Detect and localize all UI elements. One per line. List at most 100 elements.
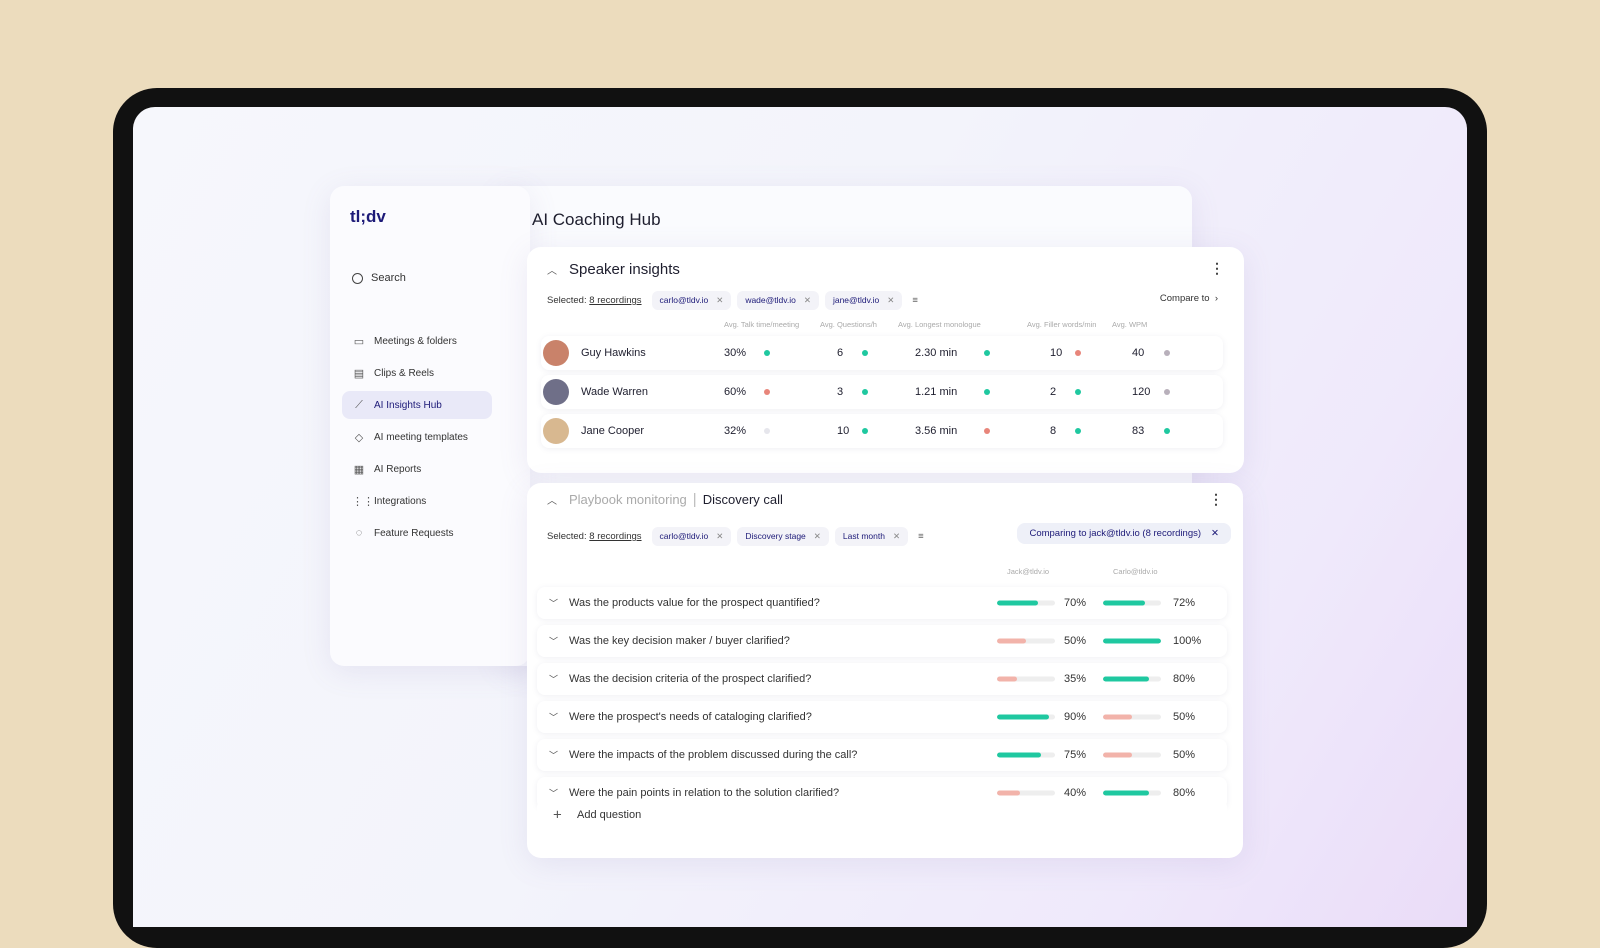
speaker-name: Wade Warren bbox=[581, 386, 649, 398]
sidebar-item-label: Feature Requests bbox=[374, 527, 454, 539]
chevron-down-icon[interactable]: ﹀ bbox=[549, 712, 559, 723]
speaker-name: Jane Cooper bbox=[581, 425, 644, 437]
sidebar-item[interactable]: ◇ AI meeting templates bbox=[342, 423, 492, 451]
metric-value: 2.30 min bbox=[915, 347, 958, 359]
column-header: Jack@tldv.io bbox=[1007, 567, 1050, 576]
table-row[interactable]: Jane Cooper 32% 10 3.56 min 8 83 bbox=[541, 414, 1223, 448]
progress-bar-carlo bbox=[1103, 676, 1161, 682]
question-text: Was the products value for the prospect … bbox=[569, 597, 820, 609]
status-dot bbox=[862, 350, 868, 356]
sidebar-item-label: Integrations bbox=[374, 495, 427, 507]
question-row[interactable]: ﹀ Was the key decision maker / buyer cla… bbox=[537, 625, 1227, 657]
chevron-up-icon[interactable]: ︿ bbox=[547, 266, 557, 277]
question-text: Were the impacts of the problem discusse… bbox=[569, 749, 858, 761]
speaker-insights-header[interactable]: ︿ Speaker insights bbox=[547, 261, 680, 278]
status-dot bbox=[764, 389, 770, 395]
table-row[interactable]: Guy Hawkins 30% 6 2.30 min 10 40 bbox=[541, 336, 1223, 370]
progress-bar-carlo bbox=[1103, 600, 1161, 606]
column-header: Avg. Questions/h bbox=[820, 320, 877, 329]
recordings-link[interactable]: 8 recordings bbox=[589, 295, 642, 306]
sidebar-item-label: AI Reports bbox=[374, 463, 422, 475]
table-row[interactable]: Wade Warren 60% 3 1.21 min 2 120 bbox=[541, 375, 1223, 409]
filter-chip[interactable]: jane@tldv.io ✕ bbox=[824, 291, 903, 310]
status-dot bbox=[984, 389, 990, 395]
separator: | bbox=[692, 491, 697, 508]
report-icon: ▦ bbox=[353, 463, 365, 476]
progress-bar-carlo bbox=[1103, 638, 1161, 644]
question-text: Was the key decision maker / buyer clari… bbox=[569, 635, 790, 647]
speaker-name: Guy Hawkins bbox=[581, 347, 646, 359]
sidebar-item[interactable]: ⟋ AI Insights Hub bbox=[342, 391, 492, 419]
speaker-filters: Selected: 8 recordings carlo@tldv.io ✕ wad… bbox=[547, 291, 918, 310]
metric-value: 6 bbox=[837, 347, 844, 359]
question-text: Was the decision criteria of the prospec… bbox=[569, 673, 812, 685]
metric-value: 30% bbox=[724, 347, 747, 359]
chevron-down-icon[interactable]: ﹀ bbox=[549, 598, 559, 609]
sidebar-item-label: AI meeting templates bbox=[374, 431, 468, 443]
filter-chip[interactable]: Discovery stage ✕ bbox=[737, 527, 829, 546]
status-dot bbox=[1075, 350, 1081, 356]
filter-chip[interactable]: carlo@tldv.io ✕ bbox=[651, 527, 732, 546]
plus-icon: + bbox=[553, 806, 562, 824]
bulb-icon: ◌ bbox=[355, 527, 363, 539]
percent-jack: 40% bbox=[1064, 787, 1087, 799]
status-dot bbox=[1075, 389, 1081, 395]
chevron-down-icon[interactable]: ﹀ bbox=[549, 636, 559, 647]
sidebar-item[interactable]: ▭ Meetings & folders bbox=[342, 327, 492, 355]
search-label: Search bbox=[371, 272, 406, 284]
recordings-link[interactable]: 8 recordings bbox=[589, 531, 642, 542]
column-header: Avg. WPM bbox=[1112, 320, 1148, 329]
close-icon[interactable]: ✕ bbox=[813, 531, 821, 541]
filter-chip[interactable]: wade@tldv.io ✕ bbox=[737, 291, 819, 310]
metric-value: 8 bbox=[1050, 425, 1057, 437]
close-icon[interactable]: ✕ bbox=[803, 295, 811, 305]
close-icon[interactable]: ✕ bbox=[887, 295, 895, 305]
close-icon[interactable]: ✕ bbox=[1211, 528, 1219, 539]
grid-icon: ⋮⋮ bbox=[352, 495, 374, 508]
metric-value: 3.56 min bbox=[915, 425, 958, 437]
comparing-chip[interactable]: Comparing to jack@tldv.io (8 recordings)… bbox=[1017, 523, 1231, 544]
more-icon[interactable]: ⋮ bbox=[1210, 260, 1224, 276]
filter-chip[interactable]: carlo@tldv.io ✕ bbox=[651, 291, 732, 310]
metric-value: 120 bbox=[1132, 386, 1151, 398]
metric-value: 3 bbox=[837, 386, 844, 398]
clapper-icon: ▤ bbox=[353, 367, 365, 380]
search-button[interactable]: Search bbox=[352, 272, 406, 284]
chevron-down-icon[interactable]: ﹀ bbox=[549, 674, 559, 685]
progress-bar-carlo bbox=[1103, 714, 1161, 720]
metric-value: 83 bbox=[1132, 425, 1145, 437]
question-row[interactable]: ﹀ Was the decision criteria of the prosp… bbox=[537, 663, 1227, 695]
chevron-up-icon[interactable]: ︿ bbox=[547, 496, 557, 507]
chevron-down-icon[interactable]: ﹀ bbox=[549, 750, 559, 761]
add-question-button[interactable]: + Add question bbox=[537, 799, 1227, 831]
filter-icon[interactable]: ≡ bbox=[918, 531, 924, 542]
close-icon[interactable]: ✕ bbox=[716, 531, 724, 541]
percent-carlo: 50% bbox=[1173, 749, 1196, 761]
sidebar-item[interactable]: ▦ AI Reports bbox=[342, 455, 492, 483]
sidebar-item[interactable]: ◌ Feature Requests bbox=[342, 519, 492, 547]
compare-to-button[interactable]: Compare to › bbox=[1159, 293, 1218, 304]
close-icon[interactable]: ✕ bbox=[716, 295, 724, 305]
question-row[interactable]: ﹀ Were the impacts of the problem discus… bbox=[537, 739, 1227, 771]
status-dot bbox=[862, 389, 868, 395]
logo: tl;dv bbox=[350, 207, 386, 226]
speaker-insights-card: ︿ Speaker insights ⋮ Selected: 8 recordi… bbox=[527, 247, 1244, 473]
sidebar-item[interactable]: ▤ Clips & Reels bbox=[342, 359, 492, 387]
status-dot bbox=[984, 428, 990, 434]
close-icon[interactable]: ✕ bbox=[892, 531, 901, 541]
chevron-down-icon[interactable]: ﹀ bbox=[549, 788, 559, 799]
page-title: AI Coaching Hub bbox=[532, 210, 661, 229]
playbook-header[interactable]: ︿ Playbook monitoring | Discovery call bbox=[547, 491, 783, 508]
filter-chip[interactable]: Last month ✕ bbox=[834, 527, 909, 546]
percent-jack: 70% bbox=[1064, 597, 1087, 609]
filter-icon[interactable]: ≡ bbox=[912, 295, 918, 306]
metric-value: 1.21 min bbox=[915, 386, 958, 398]
sidebar-item-label: Clips & Reels bbox=[374, 367, 435, 379]
question-row[interactable]: ﹀ Was the products value for the prospec… bbox=[537, 587, 1227, 619]
percent-carlo: 80% bbox=[1173, 673, 1196, 685]
sidebar-nav: ▭ Meetings & folders ▤ Clips & Reels ⟋ AI Ins… bbox=[342, 327, 492, 551]
sidebar-item[interactable]: ⋮⋮ Integrations bbox=[342, 487, 492, 515]
sidebar-item-label: Meetings & folders bbox=[374, 335, 457, 347]
question-row[interactable]: ﹀ Were the prospect's needs of catalogin… bbox=[537, 701, 1227, 733]
more-icon[interactable]: ⋮ bbox=[1209, 491, 1223, 507]
